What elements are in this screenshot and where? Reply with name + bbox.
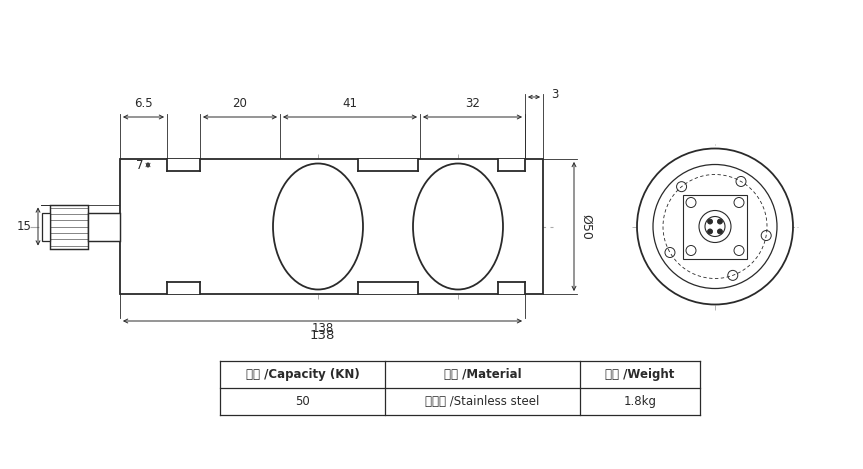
Circle shape xyxy=(717,229,722,234)
Bar xyxy=(683,195,747,258)
Text: 量程 /Capacity (KN): 量程 /Capacity (KN) xyxy=(246,368,359,381)
Text: 138: 138 xyxy=(312,322,334,335)
Text: 重量 /Weight: 重量 /Weight xyxy=(605,368,675,381)
Text: 32: 32 xyxy=(465,97,480,110)
Text: 材料 /Material: 材料 /Material xyxy=(444,368,521,381)
Text: 7: 7 xyxy=(135,159,143,172)
Text: 50: 50 xyxy=(295,395,310,408)
Circle shape xyxy=(708,229,713,234)
Text: 3: 3 xyxy=(551,88,558,100)
Circle shape xyxy=(717,219,722,224)
Bar xyxy=(50,204,88,249)
Bar xyxy=(88,212,120,241)
Bar xyxy=(167,282,200,294)
Text: 1.8kg: 1.8kg xyxy=(623,395,657,408)
Text: 15: 15 xyxy=(17,220,32,233)
Text: Ø50: Ø50 xyxy=(580,213,593,240)
Text: 不锈钢 /Stainless steel: 不锈钢 /Stainless steel xyxy=(425,395,539,408)
Ellipse shape xyxy=(273,164,363,289)
Text: 41: 41 xyxy=(343,97,357,110)
Bar xyxy=(358,159,418,171)
Circle shape xyxy=(708,219,713,224)
Bar xyxy=(498,282,525,294)
Bar xyxy=(120,159,543,294)
Text: 138: 138 xyxy=(310,329,335,342)
Circle shape xyxy=(637,149,793,304)
Text: 20: 20 xyxy=(232,97,248,110)
Text: 6.5: 6.5 xyxy=(134,97,153,110)
Bar xyxy=(358,282,418,294)
Bar xyxy=(42,212,50,241)
Bar xyxy=(498,159,525,171)
Bar xyxy=(167,159,200,171)
Ellipse shape xyxy=(413,164,503,289)
